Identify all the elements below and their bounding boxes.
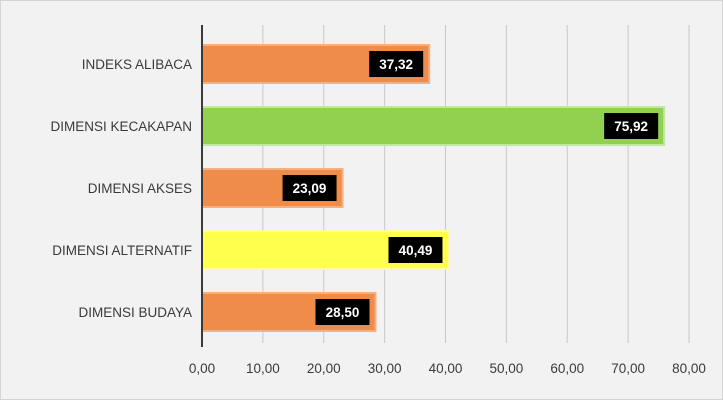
value-label-box [315, 299, 370, 325]
value-label: 75,92 [614, 119, 648, 134]
category-label: DIMENSI KECAKAPAN [50, 119, 192, 134]
x-tick-label: 50,00 [489, 361, 523, 376]
value-label-box [282, 175, 337, 201]
value-label-box [369, 51, 424, 77]
category-label: DIMENSI AKSES [88, 181, 192, 196]
x-tick-label: 70,00 [611, 361, 645, 376]
bar [201, 106, 666, 146]
category-label: INDEKS ALIBACA [82, 57, 192, 72]
x-tick-label: 20,00 [307, 361, 341, 376]
value-label: 37,32 [379, 57, 413, 72]
x-tick-label: 0,00 [189, 361, 215, 376]
x-tick-label: 60,00 [550, 361, 584, 376]
value-label-box [604, 113, 659, 139]
category-label: DIMENSI BUDAYA [78, 305, 192, 320]
x-tick-label: 10,00 [246, 361, 280, 376]
value-label-box [388, 237, 443, 263]
x-tick-label: 80,00 [672, 361, 706, 376]
value-label: 40,49 [399, 243, 433, 258]
value-label: 28,50 [326, 305, 360, 320]
x-tick-label: 30,00 [368, 361, 402, 376]
category-label: DIMENSI ALTERNATIF [52, 243, 192, 258]
value-label: 23,09 [293, 181, 327, 196]
x-tick-label: 40,00 [429, 361, 463, 376]
